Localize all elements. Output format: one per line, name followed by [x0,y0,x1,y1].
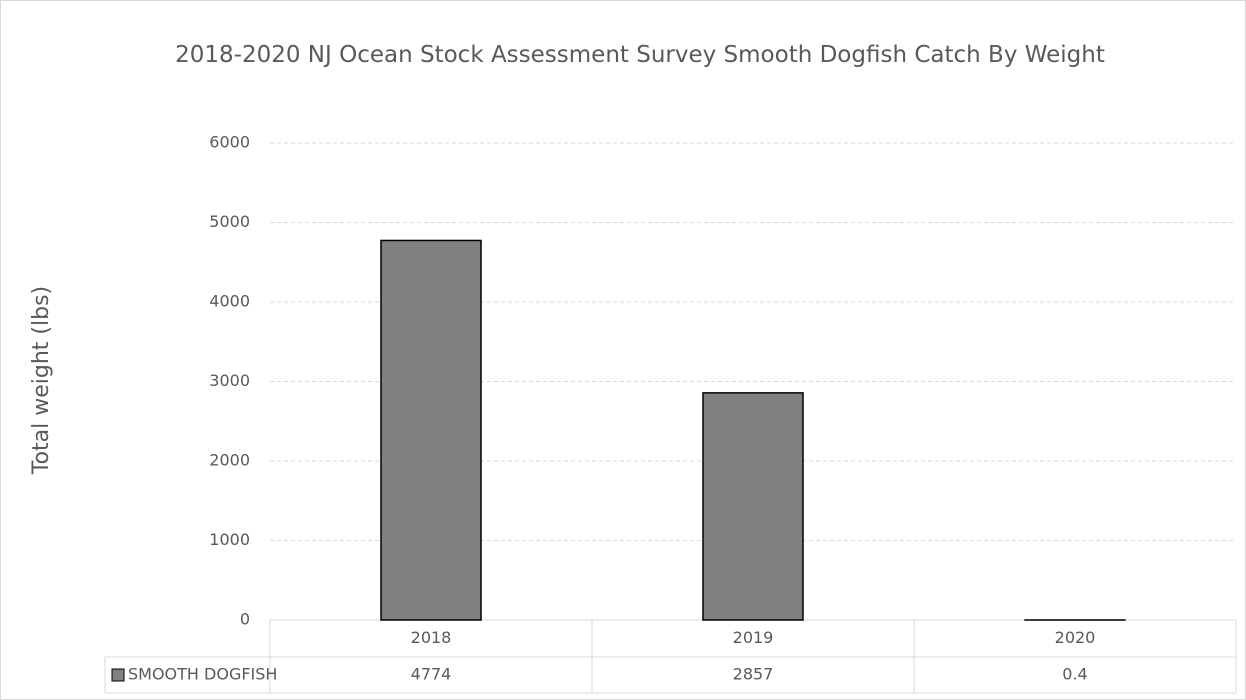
y-axis-label: Total weight (lbs) [29,286,54,475]
y-tick-label: 0 [240,610,250,629]
chart-title: 2018-2020 NJ Ocean Stock Assessment Surv… [175,42,1105,68]
y-tick-label: 1000 [209,530,250,549]
y-tick-label: 6000 [209,133,250,152]
bar [702,392,804,621]
table-value: 0.4 [1062,665,1087,684]
legend-key [111,668,125,682]
bar [380,239,482,621]
x-tick-label: 2020 [1055,628,1096,647]
x-tick-label: 2019 [733,628,774,647]
x-tick-label: 2018 [411,628,452,647]
y-tick-label: 2000 [209,451,250,470]
y-tick-label: 5000 [209,212,250,231]
y-tick-label: 3000 [209,371,250,390]
table-value: 4774 [411,665,452,684]
legend-label: SMOOTH DOGFISH [128,665,277,684]
table-value: 2857 [733,665,774,684]
y-tick-label: 4000 [209,292,250,311]
